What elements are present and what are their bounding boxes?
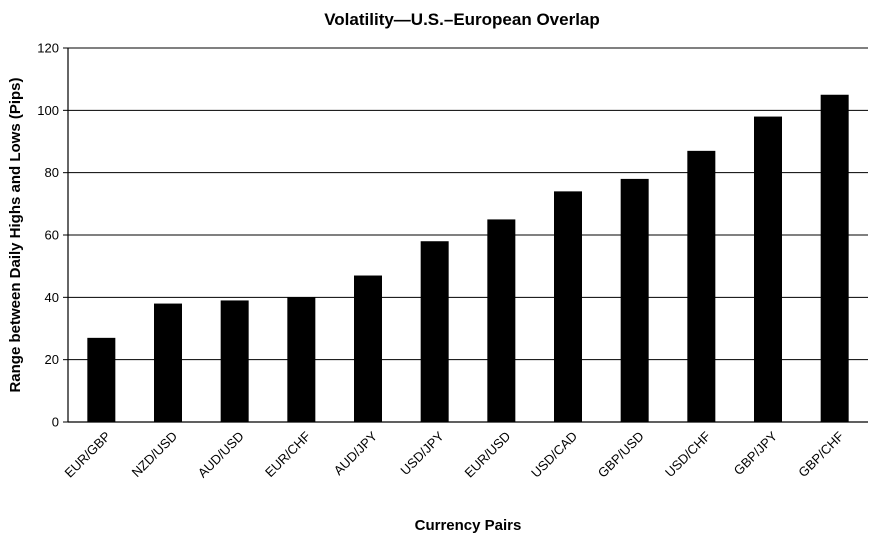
bar-usd-jpy (420, 241, 449, 422)
x-tick-label: GBP/JPY (731, 428, 781, 478)
x-axis-title: Currency Pairs (415, 517, 522, 534)
bar-usd-cad (554, 191, 582, 422)
bar-nzd-usd (154, 303, 182, 422)
x-tick-label: GBP/CHF (795, 428, 847, 480)
bar-gbp-usd (620, 178, 649, 422)
x-tick-label: GBP/USD (595, 429, 647, 481)
y-tick-label: 40 (45, 290, 59, 305)
y-tick-label: 120 (37, 41, 59, 56)
x-tick-label: NZD/USD (129, 429, 180, 480)
y-tick-label: 20 (45, 352, 59, 367)
bar-eur-chf (287, 297, 316, 422)
gridlines (68, 47, 868, 361)
y-tick-label: 80 (45, 165, 59, 180)
x-tick-label: EUR/CHF (262, 428, 314, 480)
bar-aud-usd (220, 300, 249, 422)
bar-aud-jpy (354, 275, 382, 422)
x-tick-label: USD/CAD (528, 429, 580, 481)
x-tick-label: USD/CHF (662, 428, 714, 480)
x-tick-label: AUD/USD (195, 429, 247, 481)
x-tick-label: EUR/USD (461, 429, 513, 481)
x-tick-label: USD/JPY (397, 428, 447, 478)
y-tick-label: 100 (37, 103, 59, 118)
bar-eur-usd (487, 219, 516, 422)
y-tick-label: 0 (52, 415, 59, 430)
chart-title: Volatility—U.S.–European Overlap (324, 10, 600, 29)
y-axis-title: Range between Daily Highs and Lows (Pips… (7, 77, 24, 392)
x-tick-label: EUR/GBP (61, 429, 113, 481)
bar-eur-gbp (87, 337, 116, 422)
bar-usd-chf (687, 150, 716, 422)
bar-gbp-chf (820, 94, 849, 422)
bar-gbp-jpy (754, 116, 782, 423)
y-tick-label: 60 (45, 228, 59, 243)
x-tick-label: AUD/JPY (331, 428, 381, 478)
y-tick-labels: 0 20 40 60 80 100 120 (37, 41, 68, 430)
bars (87, 94, 849, 423)
x-tick-labels: EUR/GBP NZD/USD AUD/USD EUR/CHF AUD/JPY USD/J… (61, 428, 846, 480)
